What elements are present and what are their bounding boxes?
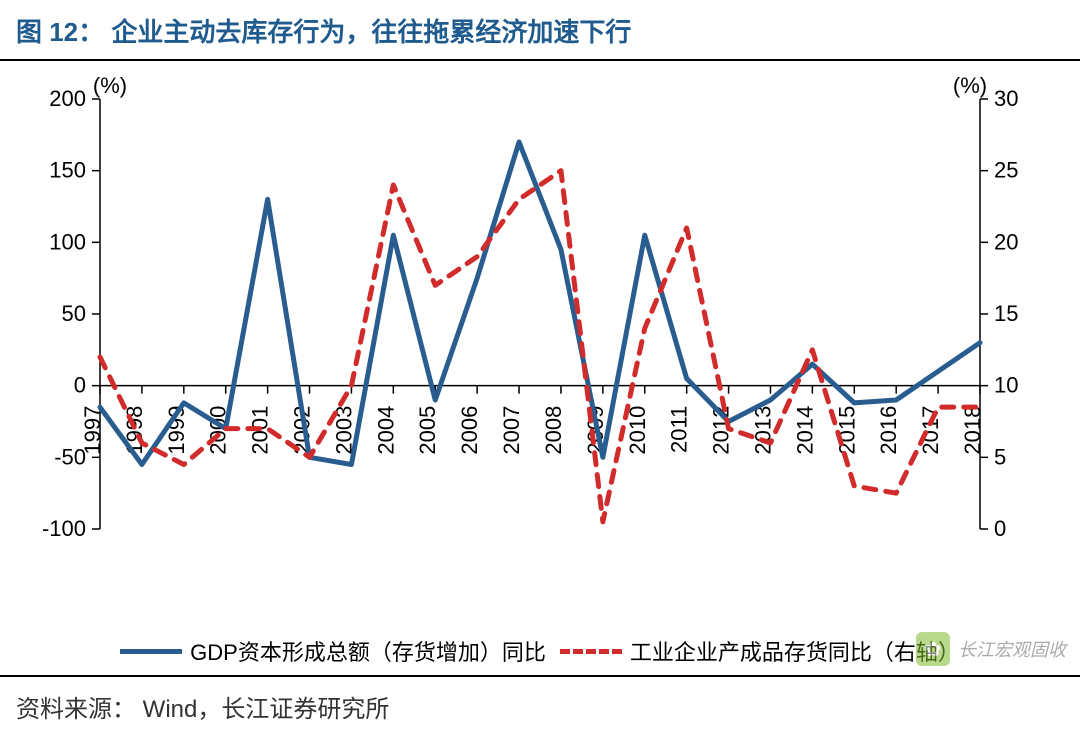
legend-label-gdp: GDP资本形成总额（存货增加）同比	[190, 635, 546, 667]
svg-text:0: 0	[994, 516, 1006, 541]
figure-prefix: 图 12：	[16, 17, 104, 47]
svg-text:2006: 2006	[457, 406, 482, 455]
svg-text:2008: 2008	[541, 406, 566, 455]
svg-text:25: 25	[994, 158, 1018, 183]
legend-item-gdp: GDP资本形成总额（存货增加）同比	[120, 635, 546, 667]
svg-text:10: 10	[994, 373, 1018, 398]
svg-text:(%): (%)	[93, 73, 127, 98]
figure-title-text: 企业主动去库存行为，往往拖累经济加速下行	[111, 17, 631, 47]
chart-svg: (%)(%)-100-50050100150200051015202530199…	[0, 69, 1080, 629]
svg-text:0: 0	[74, 373, 86, 398]
svg-text:5: 5	[994, 444, 1006, 469]
svg-text:2018: 2018	[960, 406, 985, 455]
svg-text:2013: 2013	[750, 406, 775, 455]
svg-text:2017: 2017	[918, 406, 943, 455]
source-row: 资料来源： Wind，长江证券研究所	[0, 677, 1080, 736]
svg-text:2016: 2016	[876, 406, 901, 455]
legend-swatch-solid	[120, 649, 182, 654]
svg-text:2011: 2011	[667, 406, 692, 453]
svg-text:15: 15	[994, 301, 1018, 326]
svg-text:2004: 2004	[373, 406, 398, 455]
legend-item-inventory: 工业企业产成品存货同比（右轴）	[560, 635, 960, 667]
svg-text:150: 150	[49, 158, 86, 183]
svg-text:2014: 2014	[792, 406, 817, 455]
legend-label-inventory: 工业企业产成品存货同比（右轴）	[630, 635, 960, 667]
svg-text:50: 50	[62, 301, 86, 326]
svg-text:2005: 2005	[415, 406, 440, 455]
source-label: 资料来源：	[16, 696, 136, 723]
svg-text:200: 200	[49, 86, 86, 111]
svg-text:100: 100	[49, 229, 86, 254]
legend: GDP资本形成总额（存货增加）同比 工业企业产成品存货同比（右轴）	[0, 629, 1080, 677]
chart-plot-area: (%)(%)-100-50050100150200051015202530199…	[0, 69, 1080, 629]
svg-text:1998: 1998	[122, 406, 147, 455]
chart-title: 图 12： 企业主动去库存行为，往往拖累经济加速下行	[0, 0, 1080, 61]
svg-text:(%): (%)	[953, 73, 987, 98]
svg-text:30: 30	[994, 86, 1018, 111]
svg-text:-100: -100	[42, 516, 86, 541]
svg-text:20: 20	[994, 229, 1018, 254]
svg-text:2007: 2007	[499, 406, 524, 455]
legend-swatch-dashed	[560, 649, 622, 654]
source-text: Wind，长江证券研究所	[143, 696, 390, 723]
